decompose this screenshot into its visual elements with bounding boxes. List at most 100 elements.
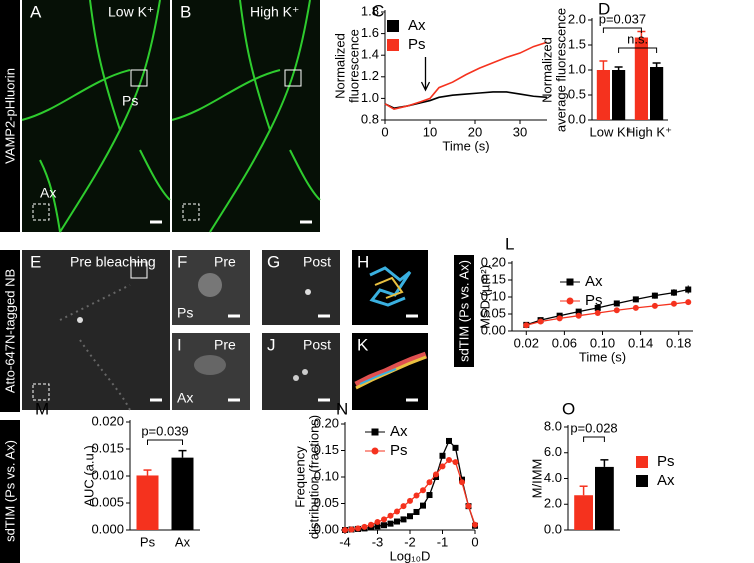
side-label: VAMP2-pHluorin [2, 68, 17, 164]
x-tick-label: 0.06 [552, 335, 577, 350]
marker [670, 300, 677, 307]
y-tick-label: 4.0 [544, 470, 562, 485]
x-tick-label: 0.02 [514, 335, 539, 350]
marker [394, 518, 400, 525]
y-tick-label: 0.10 [481, 288, 506, 303]
y-tick-label: 0.0 [568, 111, 586, 126]
x-tick-label: -1 [437, 534, 449, 549]
x-tick-label: Ps [140, 534, 156, 549]
marker [394, 508, 400, 515]
legend-label: Ps [408, 36, 426, 53]
marker [452, 459, 459, 466]
y-tick-label: 0.005 [91, 494, 124, 509]
image-label: Pre bleaching [70, 254, 156, 270]
y-axis-label: Normalized [332, 33, 347, 99]
marker [446, 437, 452, 444]
marker [355, 525, 361, 532]
marker [368, 521, 374, 528]
bar [574, 495, 593, 530]
marker [371, 428, 379, 436]
annotation: p=0.028 [570, 420, 617, 435]
bracket [583, 436, 605, 442]
y-tick-label: 0.15 [481, 271, 506, 286]
marker [651, 292, 658, 299]
marker [575, 308, 582, 315]
y-tick-label: 0.05 [314, 495, 339, 510]
y-tick-label: 0.10 [314, 468, 339, 483]
bar [596, 70, 610, 120]
marker [381, 522, 387, 529]
y-tick-label: 1.0 [568, 61, 586, 76]
annotation: p=0.039 [141, 423, 188, 438]
marker [387, 512, 394, 519]
y-tick-label: 0.010 [91, 467, 124, 482]
marker [594, 304, 601, 311]
y-tick-label: 0.000 [91, 521, 124, 536]
legend-label: Ps [657, 453, 675, 470]
panel-letter: N [336, 399, 348, 418]
x-tick-label: -4 [339, 534, 351, 549]
legend-label: Ax [408, 17, 426, 34]
marker [613, 307, 620, 314]
panel-letter: L [505, 234, 514, 253]
y-tick-label: 0.00 [314, 521, 339, 536]
image-panel: H [352, 250, 428, 325]
legend-swatch [387, 20, 399, 32]
y-axis-label: fluorescence [346, 29, 361, 103]
y-tick-label: 0.15 [314, 442, 339, 457]
series-line [384, 41, 548, 111]
y-axis-label: average fluorescence [553, 8, 568, 132]
panel-letter: A [30, 2, 42, 21]
marker [670, 289, 677, 296]
panel-letter: O [562, 399, 575, 418]
panel-letter: G [267, 252, 280, 271]
marker [374, 519, 381, 526]
marker [426, 492, 433, 499]
y-tick-label: 0.5 [568, 86, 586, 101]
y-tick-label: 0.8 [361, 111, 379, 126]
marker [537, 318, 544, 325]
y-tick-label: 6.0 [544, 444, 562, 459]
marker [400, 503, 407, 510]
x-tick-label: -2 [404, 534, 416, 549]
legend-swatch [387, 39, 399, 51]
y-axis-label: AUC (a.u.) [81, 445, 96, 506]
y-axis-label: M/IMM [529, 459, 544, 499]
image-label: Pre [214, 254, 236, 270]
y-axis-label: Frequency [292, 446, 307, 508]
marker [400, 516, 407, 523]
panel-letter: K [357, 335, 369, 354]
image-panel: J Post [262, 333, 340, 410]
panel-letter: J [267, 335, 276, 354]
y-tick-label: 0.020 [91, 413, 124, 428]
legend-label: Ps [390, 442, 408, 459]
image-panel: G Post [262, 250, 340, 325]
marker [575, 312, 582, 319]
marker [566, 278, 574, 286]
marker [407, 497, 413, 504]
x-tick-label: 30 [513, 124, 527, 139]
marker [439, 463, 446, 470]
marker [556, 315, 563, 322]
x-tick-label: -3 [372, 534, 384, 549]
legend-label: Ax [657, 472, 675, 489]
bar [171, 457, 194, 530]
annotation: p=0.037 [599, 11, 646, 26]
marker [594, 309, 601, 316]
marker [459, 479, 465, 486]
image-label: Ax [40, 185, 56, 201]
marker [387, 520, 394, 527]
bar [634, 37, 648, 120]
image-label: Post [303, 254, 331, 270]
side-bar [0, 420, 20, 563]
y-axis-label: MSD (µm²) [477, 265, 492, 329]
x-axis-label: Time (s) [579, 349, 626, 364]
side-label: Atto-647N-tagged NB [2, 269, 17, 393]
series-line [344, 459, 476, 531]
marker [433, 471, 439, 478]
marker [371, 447, 379, 455]
marker [413, 492, 420, 499]
panel-letter: I [177, 335, 182, 354]
x-tick-label: 10 [423, 124, 437, 139]
